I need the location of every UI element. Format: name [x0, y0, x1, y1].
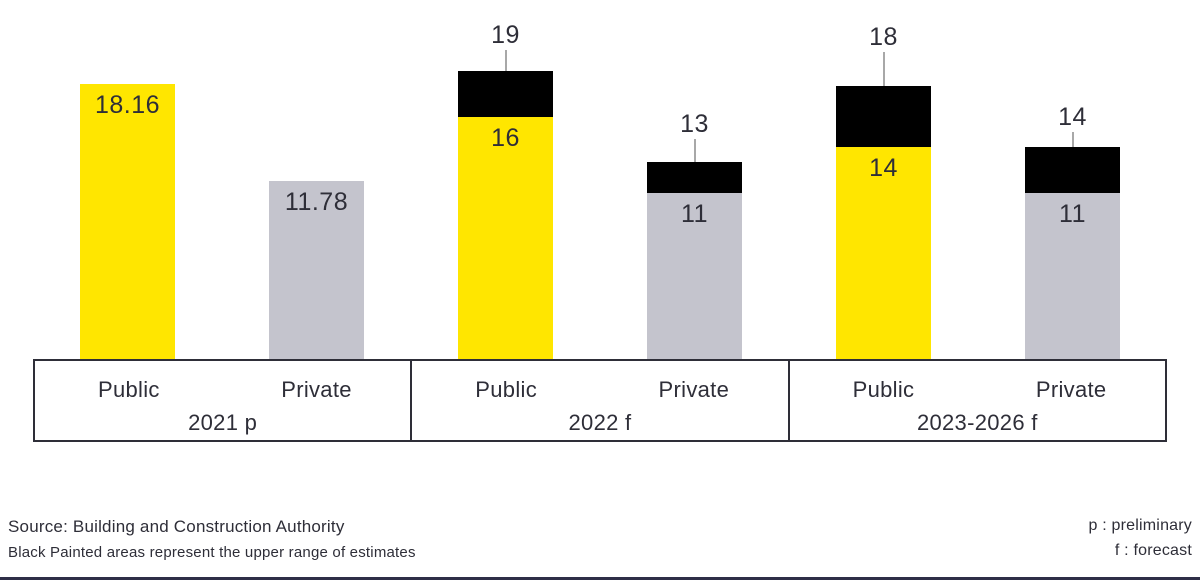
leader-line-2022-f-public — [504, 50, 507, 72]
base-segment-2023-2026-f-private: 11 — [1025, 192, 1120, 360]
axis-label-public: Public — [475, 377, 538, 402]
plot-area: 18.16 11.78 16 19 11 13 14 18 11 14 — [80, 20, 1133, 360]
axis-label-period: 2023-2026 f — [916, 410, 1038, 435]
upper-label-block-2022-f-public: 19 — [446, 20, 566, 72]
axis-label-public: Public — [97, 377, 160, 402]
axis-label-private: Private — [281, 377, 352, 402]
upper-label-block-2022-f-private: 13 — [635, 109, 755, 163]
footer-left: Source: Building and Construction Author… — [8, 517, 416, 561]
upper-range-segment-2023-2026-f-private — [1025, 147, 1120, 193]
leader-line-2022-f-private — [693, 139, 696, 163]
value-label-2022-f-public: 16 — [491, 123, 520, 152]
upper-range-segment-2022-f-public — [458, 71, 553, 117]
value-label-2022-f-private: 11 — [681, 199, 708, 228]
axis-label-period: 2021 p — [188, 410, 258, 435]
bar-2021-p-private: 11.78 — [269, 180, 364, 360]
base-segment-2023-2026-f-public: 14 — [836, 147, 931, 360]
upper-value-label-2023-2026-f-private: 14 — [1058, 103, 1087, 131]
axis-panel-2022: Public Private 2022 f — [410, 361, 787, 440]
bar-2021-p-public: 18.16 — [80, 83, 175, 360]
value-label-2021-p-public: 18.16 — [94, 90, 161, 119]
legend-forecast: f : forecast — [1114, 542, 1192, 559]
upper-value-label-2023-2026-f-public: 18 — [869, 23, 898, 51]
sector-row: Public Private — [35, 361, 410, 410]
base-segment-2021-p-public: 18.16 — [80, 83, 175, 360]
value-label-2023-2026-f-private: 11 — [1059, 199, 1086, 228]
bar-2023-2026-f-private: 11 — [1025, 147, 1120, 360]
value-label-2021-p-private: 11.78 — [284, 187, 349, 216]
leader-line-2023-2026-f-public — [882, 52, 885, 87]
sector-row: Public Private — [412, 361, 787, 410]
upper-range-segment-2023-2026-f-public — [836, 86, 931, 148]
upper-value-label-2022-f-private: 13 — [680, 110, 709, 138]
base-segment-2022-f-public: 16 — [458, 116, 553, 360]
base-segment-2021-p-private: 11.78 — [269, 180, 364, 360]
bar-2022-f-public: 16 — [458, 71, 553, 360]
axis-label-period: 2022 f — [568, 410, 632, 435]
bar-2022-f-private: 11 — [647, 162, 742, 360]
estimate-note-text: Black Painted areas represent the upper … — [8, 544, 416, 561]
base-segment-2022-f-private: 11 — [647, 192, 742, 360]
upper-range-segment-2022-f-private — [647, 162, 742, 193]
axis-label-public: Public — [852, 377, 915, 402]
axis-label-private: Private — [658, 377, 730, 402]
upper-label-block-2023-2026-f-private: 14 — [1013, 102, 1133, 148]
source-text: Source: Building and Construction Author… — [8, 517, 345, 536]
legend-preliminary: p : preliminary — [1088, 517, 1192, 534]
sector-row: Public Private — [790, 361, 1165, 410]
bar-2023-2026-f-public: 14 — [836, 86, 931, 360]
leader-line-2023-2026-f-private — [1071, 132, 1074, 148]
axis-panel-2023-2026: Public Private 2023-2026 f — [787, 361, 1165, 440]
value-label-2023-2026-f-public: 14 — [869, 154, 898, 183]
axis-panel-2021: Public Private 2021 p — [35, 361, 410, 440]
upper-label-block-2023-2026-f-public: 18 — [824, 22, 944, 87]
upper-value-label-2022-f-public: 19 — [491, 21, 520, 49]
axis-label-private: Private — [1035, 377, 1107, 402]
axis-table: Public Private 2021 p Public Private 202… — [33, 359, 1167, 442]
bottom-rule — [0, 577, 1200, 580]
footer-right: p : preliminary f : forecast — [1089, 517, 1192, 560]
